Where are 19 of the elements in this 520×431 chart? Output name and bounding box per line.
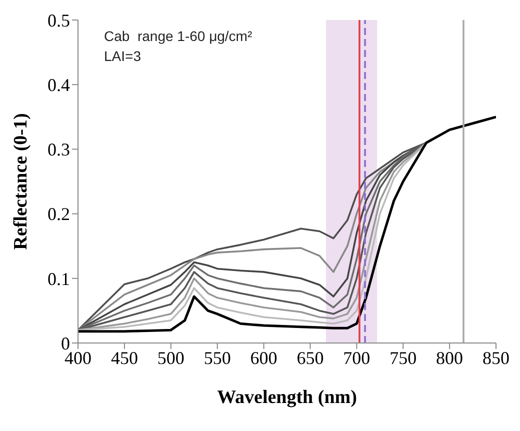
x-tick-label: 500 — [157, 348, 184, 368]
x-tick-label: 750 — [390, 348, 417, 368]
annotation: LAI=3 — [104, 47, 142, 66]
annotation: Cab range 1-60 μg/cm² — [104, 27, 252, 46]
x-tick-label: 850 — [482, 348, 510, 368]
y-tick-label: 0.2 — [48, 204, 70, 224]
y-tick-label: 0.1 — [48, 268, 70, 289]
x-tick-label: 650 — [296, 348, 324, 368]
x-axis-title: Wavelength (nm) — [217, 387, 357, 408]
x-tick-label: 600 — [250, 348, 278, 368]
x-tick-label: 450 — [110, 348, 138, 368]
y-tick-label: 0.5 — [48, 10, 70, 30]
y-tick-label: 0 — [61, 333, 70, 354]
x-tick-label: 550 — [204, 348, 231, 368]
y-axis-title: Reflectance (0-1) — [10, 113, 32, 250]
y-tick-label: 0.4 — [48, 74, 70, 95]
x-tick-label: 700 — [343, 348, 370, 368]
y-tick-label: 0.3 — [48, 140, 70, 160]
x-tick-label: 800 — [436, 348, 464, 368]
